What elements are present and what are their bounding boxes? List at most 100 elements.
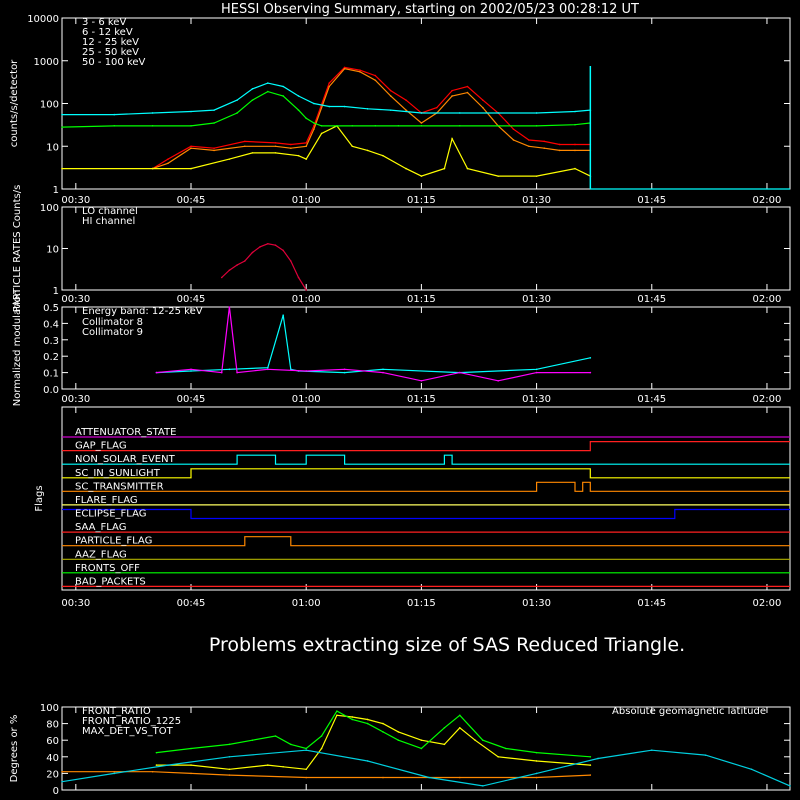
data-point [420, 739, 423, 741]
data-point [543, 147, 546, 150]
data-point [382, 731, 384, 733]
time-tick-label: 01:15 [407, 598, 436, 609]
data-point [343, 67, 346, 70]
series-line-collimator-9 [156, 306, 591, 382]
data-point [482, 106, 484, 109]
legend-entry: HI channel [82, 216, 135, 227]
data-point [497, 756, 499, 758]
data-point [190, 147, 192, 150]
time-tick-label: 00:30 [61, 195, 90, 206]
data-point [366, 108, 369, 110]
data-point [451, 89, 453, 92]
data-point [443, 167, 446, 170]
flags-panel: 00:30 00:45 01:00 01:15 01:30 01:45 02:00 Flags… [34, 406, 791, 609]
data-point [243, 260, 246, 262]
data-point [313, 128, 315, 131]
data-point [220, 276, 223, 279]
y-tick-label: 100 [40, 203, 59, 214]
data-point [497, 175, 499, 177]
flag-label: ATTENUATOR_STATE [75, 427, 176, 438]
flag-label: NON_SOLAR_EVENT [75, 454, 176, 465]
flags-frame [61, 406, 791, 591]
data-point [61, 167, 63, 170]
data-point [343, 105, 346, 108]
data-point [458, 714, 461, 717]
data-point [297, 154, 300, 157]
flag-label: SC_IN_SUNLIGHT [75, 468, 161, 479]
plot-title: HESSI Observing Summary, starting on 200… [221, 2, 639, 17]
data-point [420, 175, 423, 177]
data-point [190, 370, 192, 372]
data-point [320, 125, 323, 127]
data-point [535, 371, 538, 374]
time-tick-label: 00:45 [177, 394, 206, 405]
series-line-max-det-vs-tot [62, 771, 591, 779]
data-point [251, 251, 254, 254]
data-point [397, 731, 400, 733]
data-point [458, 125, 461, 127]
time-tick-label: 01:15 [407, 195, 436, 206]
data-point [374, 74, 377, 77]
data-point [113, 125, 116, 127]
data-point [589, 774, 592, 776]
data-point [704, 754, 707, 756]
data-point [497, 125, 499, 127]
y-tick-label: 20 [46, 769, 59, 780]
data-point [243, 145, 246, 148]
data-point [274, 735, 277, 737]
flag-line [62, 481, 790, 492]
data-point [528, 145, 530, 148]
data-point [497, 112, 499, 114]
data-point [267, 90, 269, 93]
data-point [451, 137, 453, 140]
data-point [336, 714, 338, 717]
data-point [267, 764, 269, 766]
data-point [290, 143, 292, 146]
flag-label: ECLIPSE_FLAG [75, 509, 146, 520]
y-tick-label: 10000 [27, 14, 59, 25]
data-point [267, 366, 269, 369]
data-point [589, 357, 592, 359]
y-tick-label: 0 [53, 786, 59, 797]
data-point [228, 368, 231, 371]
particle-panel: 00:30 00:45 01:00 01:15 01:30 01:45 02:0011010… [12, 185, 791, 312]
data-point [259, 245, 261, 248]
y-tick-label: 0.3 [43, 336, 59, 347]
time-tick-label: 01:30 [522, 294, 551, 305]
data-point [274, 145, 277, 148]
series-line-front-ratio-1225 [156, 710, 591, 758]
data-point [336, 125, 338, 127]
flag-label: PARTICLE_FLAG [75, 536, 152, 547]
data-point [305, 145, 308, 148]
y-tick-label: 100 [40, 100, 59, 111]
time-tick-label: 02:00 [753, 394, 782, 405]
y-tick-label: 80 [46, 720, 59, 731]
data-point [251, 152, 254, 154]
legend-entry: Collimator 8 [82, 317, 143, 328]
data-point [535, 760, 538, 762]
data-point [343, 66, 346, 69]
data-point [574, 110, 576, 113]
y-tick-label: 0.0 [43, 385, 59, 396]
modulation-frame [61, 306, 791, 390]
data-point [213, 122, 215, 124]
time-tick-label: 02:00 [753, 294, 782, 305]
data-point [382, 371, 384, 374]
legend-entry: 25 - 50 keV [82, 47, 139, 58]
legend-entry: FRONT_RATIO_1225 [82, 716, 181, 727]
data-point [497, 380, 499, 382]
data-point [305, 749, 308, 751]
data-point [313, 122, 315, 124]
data-point [274, 152, 277, 154]
time-tick-label: 00:30 [61, 294, 90, 305]
data-point [282, 314, 284, 317]
data-point [574, 149, 576, 152]
data-point [228, 756, 231, 758]
data-point [151, 167, 154, 170]
data-point [574, 143, 576, 146]
data-point [343, 368, 346, 371]
data-point [190, 145, 192, 148]
data-point [382, 154, 384, 157]
legend-entry: LO channel [82, 206, 138, 217]
data-point [359, 69, 361, 72]
